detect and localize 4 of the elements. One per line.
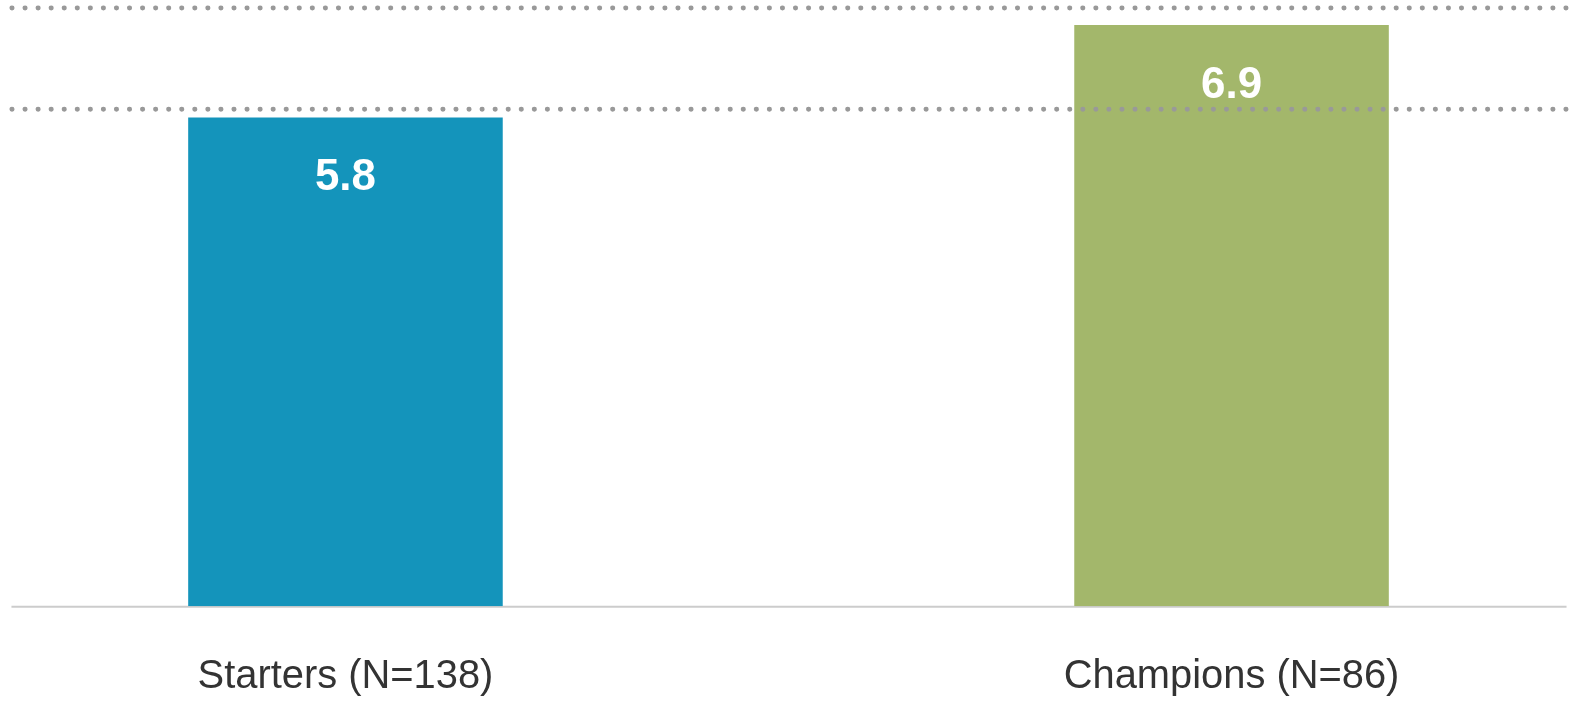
data-label: 5.8: [314, 150, 376, 200]
x-tick-label: Starters (N=138): [197, 652, 494, 697]
x-tick-label: Champions (N=86): [1063, 652, 1400, 697]
data-label: 6.9: [1201, 57, 1263, 107]
